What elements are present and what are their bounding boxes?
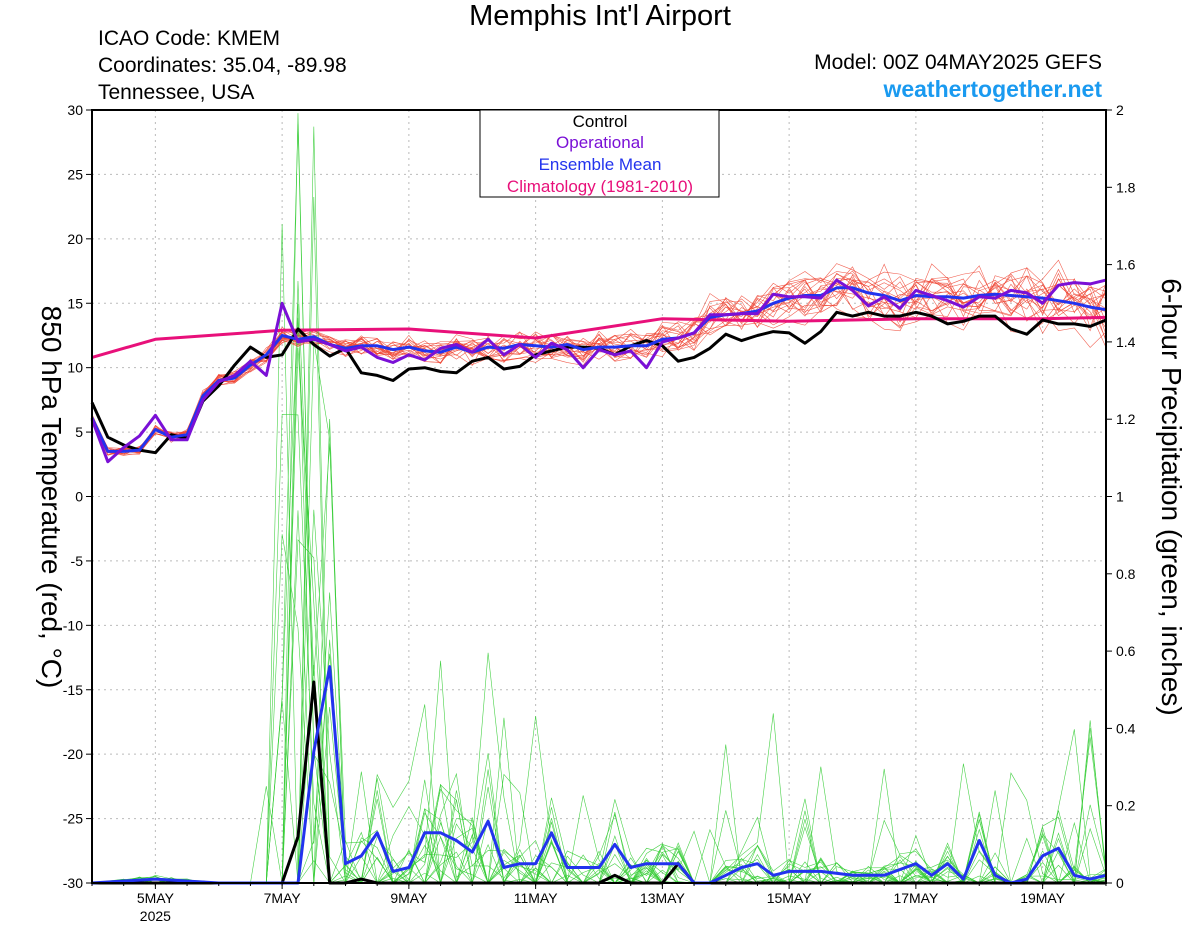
- x-tick-sublabel: 2025: [140, 908, 171, 924]
- y2-tick-label: 1.8: [1116, 179, 1136, 195]
- x-tick-label: 7MAY: [264, 890, 302, 906]
- y2-axis-label: 6-hour Precipitation (green, inches): [1156, 278, 1187, 715]
- y-tick-label: -5: [71, 553, 84, 569]
- ensemble-member-precipitation: [91, 124, 1107, 884]
- y-tick-label: 25: [67, 166, 83, 182]
- legend-box: [479, 109, 720, 198]
- ensemble-member-precipitation: [91, 304, 1107, 884]
- y-tick-label: 10: [67, 360, 83, 376]
- ensemble-member-precipitation: [92, 196, 1107, 884]
- ensemble-member-precipitation: [91, 592, 1107, 885]
- ensemble-member-precipitation: [92, 744, 1107, 884]
- x-tick-label: 11MAY: [514, 890, 558, 906]
- ensemble-member-precipitation: [91, 639, 1107, 884]
- ensemble-member-precipitation: [92, 317, 1107, 884]
- series-lines: [90, 278, 1107, 885]
- model-run: Model: 00Z 04MAY2025 GEFS: [814, 51, 1102, 74]
- ensemble-member-precipitation: [92, 340, 1107, 884]
- y2-tick-label: 0.8: [1116, 566, 1136, 582]
- legend-entry-ensemble-mean: Ensemble Mean: [539, 155, 662, 174]
- series-climatology-1981-2010-temperature: [91, 315, 1107, 359]
- series-control-precipitation: [92, 680, 1106, 885]
- ensemble-member-temperature: [91, 286, 1107, 456]
- ensemble-member-precipitation: [91, 126, 1107, 884]
- ensemble-member-precipitation: [91, 414, 1106, 885]
- x-tick-label: 15MAY: [767, 890, 813, 906]
- y2-tick-label: 1.2: [1116, 411, 1136, 427]
- legend-entry-climatology: Climatology (1981-2010): [507, 177, 693, 196]
- y2-tick-label: 1.4: [1116, 334, 1136, 350]
- y-tick-label: -25: [63, 811, 83, 827]
- y2-tick-label: 0.4: [1116, 720, 1136, 736]
- y2-tick-label: 1: [1116, 489, 1124, 505]
- legend-entry-control: Control: [573, 112, 628, 131]
- y-tick-label: -15: [63, 682, 83, 698]
- ensemble-member-precipitation: [91, 113, 1107, 885]
- y2-tick-label: 0.6: [1116, 643, 1136, 659]
- axes: 302520151050-5-10-15-20-25-3021.81.61.41…: [63, 102, 1136, 924]
- y-tick-label: 0: [75, 489, 83, 505]
- icao-code: ICAO Code: KMEM: [98, 27, 281, 50]
- ensemble-member-precipitation: [91, 509, 1107, 884]
- x-tick-label: 19MAY: [1020, 890, 1066, 906]
- y2-tick-label: 0: [1116, 875, 1124, 891]
- page-title: Memphis Int'l Airport: [469, 0, 731, 32]
- ensemble-member-precipitation: [91, 539, 1107, 884]
- coordinates: Coordinates: 35.04, -89.98: [98, 54, 347, 77]
- y2-tick-label: 0.2: [1116, 798, 1136, 814]
- y-tick-label: 30: [67, 102, 83, 118]
- y-axis-label: 850 hPa Temperature (red, °C): [36, 306, 67, 689]
- y-tick-label: -20: [63, 746, 83, 762]
- legend: Control Operational Ensemble Mean Climat…: [479, 109, 720, 198]
- x-tick-label: 9MAY: [390, 890, 428, 906]
- series-ensemble-mean-temperature: [90, 286, 1107, 453]
- y-tick-label: 5: [75, 424, 83, 440]
- location: Tennessee, USA: [98, 81, 255, 104]
- y-tick-label: -30: [63, 875, 83, 891]
- series-operational-temperature: [90, 278, 1107, 464]
- ensemble-member-precipitation: [91, 347, 1107, 884]
- series-ensemble-mean-precipitation: [91, 665, 1107, 885]
- legend-entry-operational: Operational: [556, 133, 644, 152]
- y-tick-label: 15: [67, 295, 83, 311]
- plot-frame: [91, 109, 1107, 884]
- site-name: weathertogether.net: [883, 76, 1102, 102]
- x-tick-label: 13MAY: [640, 890, 686, 906]
- y2-tick-label: 1.6: [1116, 257, 1136, 273]
- x-tick-label: 17MAY: [893, 890, 939, 906]
- y-tick-label: 20: [67, 231, 83, 247]
- ensemble-member-temperature: [91, 273, 1107, 452]
- ensemble-members: [91, 113, 1107, 885]
- ensemble-member-precipitation: [92, 418, 1107, 884]
- y-tick-label: -10: [63, 617, 83, 633]
- x-tick-label: 5MAY: [137, 890, 175, 906]
- ensemble-member-precipitation: [92, 534, 1107, 884]
- y2-tick-label: 2: [1116, 102, 1124, 118]
- grid: [92, 109, 1106, 884]
- ensemble-member-temperature: [91, 274, 1107, 453]
